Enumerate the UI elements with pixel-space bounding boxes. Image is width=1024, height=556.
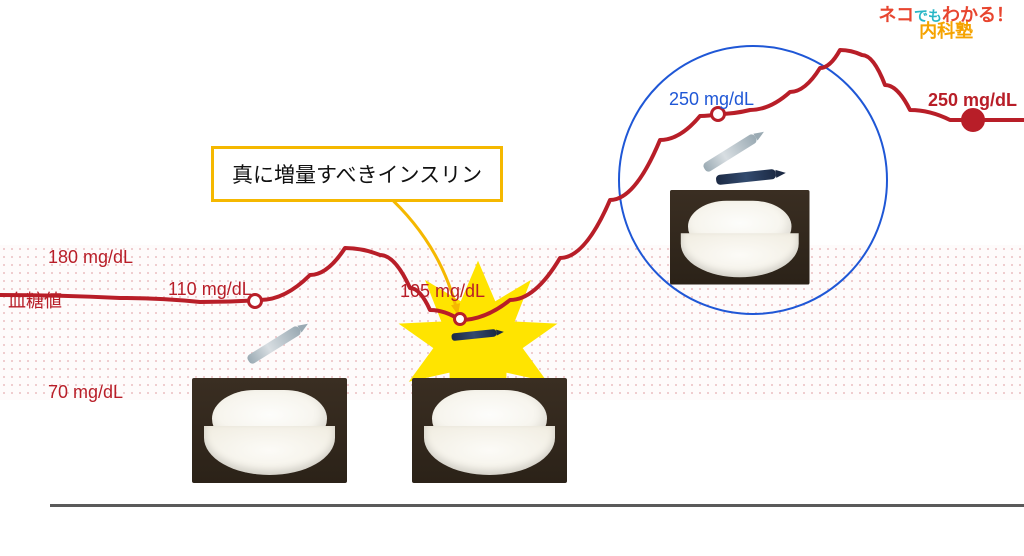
callout-box: 真に増量すべきインスリン [211,146,503,202]
band-lower-label: 70 mg/dL [48,382,123,403]
point-label: 110 mg/dL [168,279,252,300]
chart-area: 180 mg/dL 70 mg/dL 血糖値 110 mg/dL 105 mg/… [0,0,1024,556]
brand-logo: ネコでもわかる！ 内科塾 [878,6,1014,40]
logo-text: ネコ [878,5,914,25]
rice-bowl-1 [192,378,347,483]
callout-text: 真に増量すべきインスリン [232,164,482,187]
point-label: 250 mg/dL [669,89,754,110]
data-point [453,312,467,326]
data-point-solid [961,108,985,132]
y-axis-label: 血糖値 [8,287,62,313]
band-upper-label: 180 mg/dL [48,247,133,268]
x-axis [50,504,1024,507]
normal-range-band [0,245,1024,400]
logo-text: ！ [996,5,1014,25]
rice-bowl-2 [412,378,567,483]
point-label: 105 mg/dL [400,281,485,302]
point-label: 250 mg/dL [928,90,1017,111]
